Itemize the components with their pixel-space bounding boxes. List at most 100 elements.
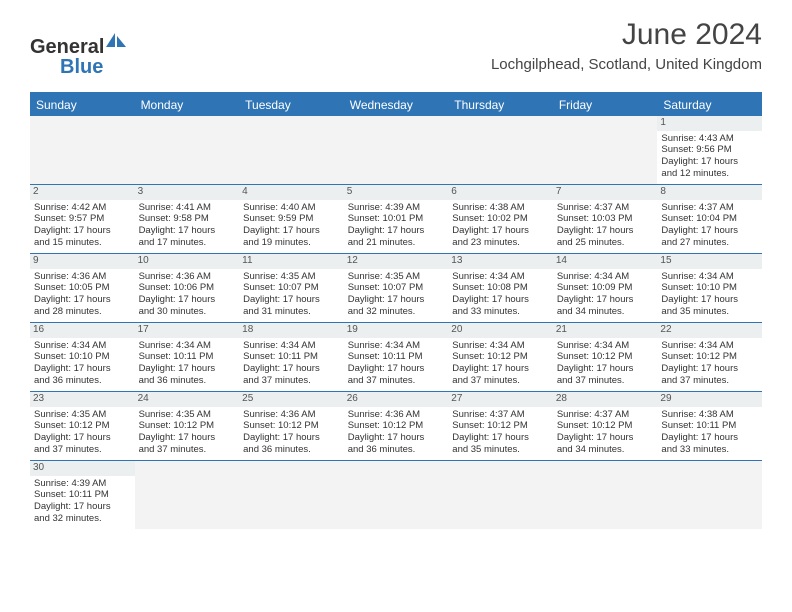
calendar-cell: 26Sunrise: 4:36 AMSunset: 10:12 PMDaylig… [344, 392, 449, 460]
sunset-text: Sunset: 10:04 PM [661, 213, 758, 225]
daylight-text: and 23 minutes. [452, 237, 549, 249]
calendar-week: 30Sunrise: 4:39 AMSunset: 10:11 PMDaylig… [30, 461, 762, 529]
calendar-cell-empty [344, 461, 449, 529]
calendar-cell: 23Sunrise: 4:35 AMSunset: 10:12 PMDaylig… [30, 392, 135, 460]
sunrise-text: Sunrise: 4:35 AM [34, 409, 131, 421]
daylight-text: and 32 minutes. [348, 306, 445, 318]
daylight-text: Daylight: 17 hours [139, 294, 236, 306]
sunset-text: Sunset: 10:01 PM [348, 213, 445, 225]
sunrise-text: Sunrise: 4:37 AM [452, 409, 549, 421]
title-block: June 2024 Lochgilphead, Scotland, United… [491, 18, 762, 73]
daylight-text: Daylight: 17 hours [557, 363, 654, 375]
sunrise-text: Sunrise: 4:42 AM [34, 202, 131, 214]
sunrise-text: Sunrise: 4:34 AM [452, 271, 549, 283]
day-header-cell: Thursday [448, 94, 553, 116]
day-header-cell: Sunday [30, 94, 135, 116]
sunrise-text: Sunrise: 4:34 AM [452, 340, 549, 352]
day-number: 10 [135, 254, 240, 269]
daylight-text: Daylight: 17 hours [243, 432, 340, 444]
sunrise-text: Sunrise: 4:34 AM [557, 340, 654, 352]
calendar-cell: 10Sunrise: 4:36 AMSunset: 10:06 PMDaylig… [135, 254, 240, 322]
daylight-text: Daylight: 17 hours [661, 363, 758, 375]
sunset-text: Sunset: 9:57 PM [34, 213, 131, 225]
sunrise-text: Sunrise: 4:36 AM [34, 271, 131, 283]
day-number: 24 [135, 392, 240, 407]
sunset-text: Sunset: 10:05 PM [34, 282, 131, 294]
sunrise-text: Sunrise: 4:36 AM [243, 409, 340, 421]
daylight-text: Daylight: 17 hours [34, 225, 131, 237]
daylight-text: and 37 minutes. [34, 444, 131, 456]
calendar-cell: 12Sunrise: 4:35 AMSunset: 10:07 PMDaylig… [344, 254, 449, 322]
daylight-text: and 37 minutes. [557, 375, 654, 387]
day-number: 18 [239, 323, 344, 338]
calendar-week: 16Sunrise: 4:34 AMSunset: 10:10 PMDaylig… [30, 323, 762, 392]
daylight-text: and 32 minutes. [34, 513, 131, 525]
day-number: 22 [657, 323, 762, 338]
sunrise-text: Sunrise: 4:34 AM [348, 340, 445, 352]
day-number: 30 [30, 461, 135, 476]
day-number: 4 [239, 185, 344, 200]
calendar-cell: 27Sunrise: 4:37 AMSunset: 10:12 PMDaylig… [448, 392, 553, 460]
day-number: 19 [344, 323, 449, 338]
sunset-text: Sunset: 9:58 PM [139, 213, 236, 225]
daylight-text: and 33 minutes. [661, 444, 758, 456]
calendar-cell: 18Sunrise: 4:34 AMSunset: 10:11 PMDaylig… [239, 323, 344, 391]
daylight-text: Daylight: 17 hours [243, 294, 340, 306]
daylight-text: Daylight: 17 hours [348, 432, 445, 444]
sunrise-text: Sunrise: 4:36 AM [139, 271, 236, 283]
sunset-text: Sunset: 10:11 PM [34, 489, 131, 501]
calendar-cell: 13Sunrise: 4:34 AMSunset: 10:08 PMDaylig… [448, 254, 553, 322]
calendar-cell: 3Sunrise: 4:41 AMSunset: 9:58 PMDaylight… [135, 185, 240, 253]
page-header: General Blue June 2024 Lochgilphead, Sco… [0, 0, 792, 92]
sunrise-text: Sunrise: 4:38 AM [661, 409, 758, 421]
day-number: 14 [553, 254, 658, 269]
day-header-cell: Tuesday [239, 94, 344, 116]
daylight-text: and 34 minutes. [557, 306, 654, 318]
daylight-text: Daylight: 17 hours [243, 225, 340, 237]
calendar-cell: 8Sunrise: 4:37 AMSunset: 10:04 PMDayligh… [657, 185, 762, 253]
day-number: 3 [135, 185, 240, 200]
sunrise-text: Sunrise: 4:37 AM [661, 202, 758, 214]
daylight-text: and 36 minutes. [348, 444, 445, 456]
sunrise-text: Sunrise: 4:37 AM [557, 409, 654, 421]
page-subtitle: Lochgilphead, Scotland, United Kingdom [491, 56, 762, 73]
daylight-text: Daylight: 17 hours [139, 432, 236, 444]
daylight-text: and 37 minutes. [661, 375, 758, 387]
day-number: 8 [657, 185, 762, 200]
daylight-text: and 36 minutes. [139, 375, 236, 387]
calendar-week: 23Sunrise: 4:35 AMSunset: 10:12 PMDaylig… [30, 392, 762, 461]
daylight-text: and 37 minutes. [452, 375, 549, 387]
daylight-text: Daylight: 17 hours [661, 432, 758, 444]
day-number: 21 [553, 323, 658, 338]
day-number: 27 [448, 392, 553, 407]
daylight-text: Daylight: 17 hours [452, 225, 549, 237]
calendar-cell: 20Sunrise: 4:34 AMSunset: 10:12 PMDaylig… [448, 323, 553, 391]
calendar-cell-empty [135, 116, 240, 184]
daylight-text: and 21 minutes. [348, 237, 445, 249]
calendar-cell: 16Sunrise: 4:34 AMSunset: 10:10 PMDaylig… [30, 323, 135, 391]
sunset-text: Sunset: 10:03 PM [557, 213, 654, 225]
calendar-week: 9Sunrise: 4:36 AMSunset: 10:05 PMDayligh… [30, 254, 762, 323]
calendar-cell: 29Sunrise: 4:38 AMSunset: 10:11 PMDaylig… [657, 392, 762, 460]
sunset-text: Sunset: 10:12 PM [661, 351, 758, 363]
sunset-text: Sunset: 10:02 PM [452, 213, 549, 225]
day-number: 2 [30, 185, 135, 200]
sunset-text: Sunset: 10:12 PM [557, 420, 654, 432]
daylight-text: and 31 minutes. [243, 306, 340, 318]
day-number: 5 [344, 185, 449, 200]
day-number: 7 [553, 185, 658, 200]
day-header-cell: Wednesday [344, 94, 449, 116]
weeks-container: 1Sunrise: 4:43 AMSunset: 9:56 PMDaylight… [30, 116, 762, 529]
day-number: 9 [30, 254, 135, 269]
sunset-text: Sunset: 10:11 PM [661, 420, 758, 432]
daylight-text: and 30 minutes. [139, 306, 236, 318]
calendar-cell: 1Sunrise: 4:43 AMSunset: 9:56 PMDaylight… [657, 116, 762, 184]
daylight-text: Daylight: 17 hours [452, 432, 549, 444]
calendar-cell-empty [239, 461, 344, 529]
daylight-text: Daylight: 17 hours [139, 225, 236, 237]
day-number: 12 [344, 254, 449, 269]
sunrise-text: Sunrise: 4:38 AM [452, 202, 549, 214]
daylight-text: Daylight: 17 hours [661, 156, 758, 168]
sunrise-text: Sunrise: 4:34 AM [139, 340, 236, 352]
daylight-text: Daylight: 17 hours [557, 432, 654, 444]
